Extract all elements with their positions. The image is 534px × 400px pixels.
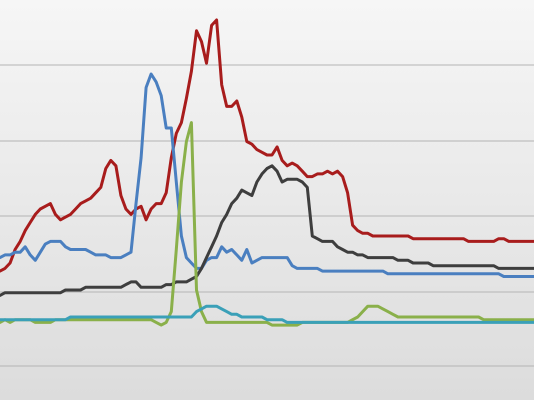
series-line-5 <box>0 304 534 324</box>
gridlines <box>0 64 534 367</box>
series-line-2 <box>0 72 534 278</box>
series-lines <box>0 18 534 327</box>
series-line-4 <box>0 121 534 327</box>
series-line-1 <box>0 18 534 273</box>
series-line-3 <box>0 164 534 297</box>
